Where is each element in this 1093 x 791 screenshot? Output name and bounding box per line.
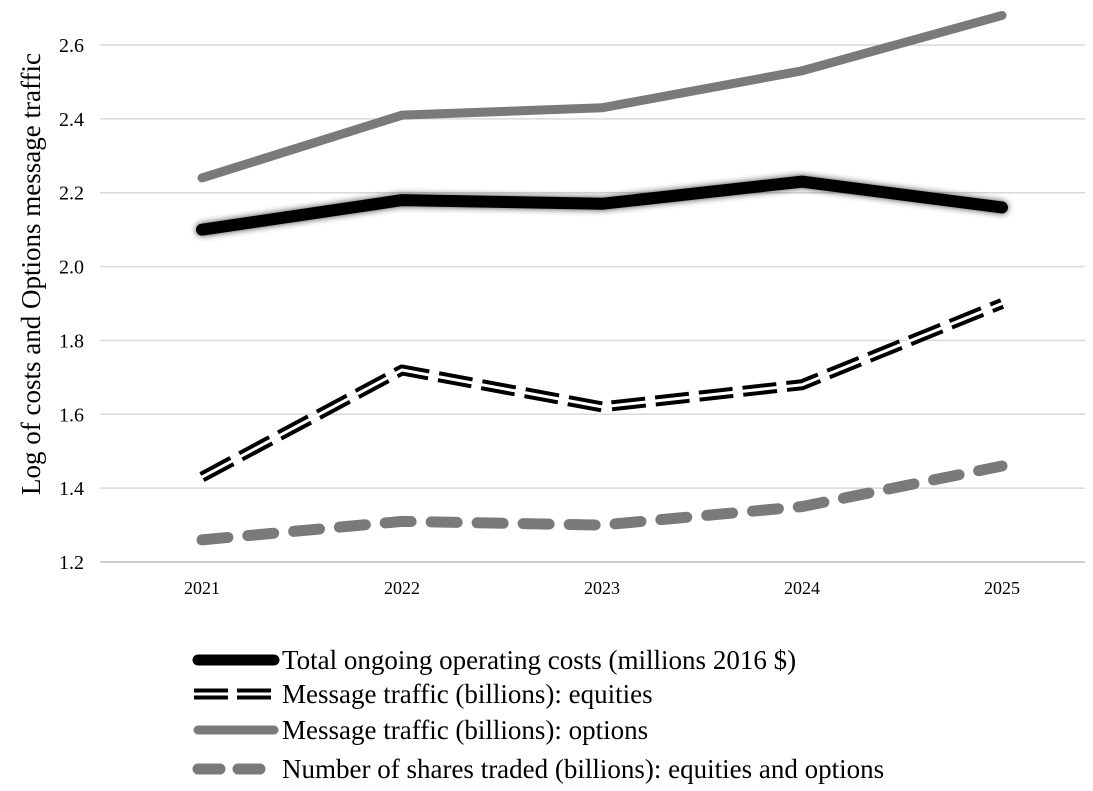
x-tick-label: 2025 xyxy=(984,578,1020,598)
legend-item: Total ongoing operating costs (millions … xyxy=(192,645,796,675)
series-line-3 xyxy=(197,10,1007,183)
data-point xyxy=(602,525,603,526)
legend-item: Number of shares traded (billions): equi… xyxy=(192,754,884,784)
legend-label: Total ongoing operating costs (millions … xyxy=(282,645,796,675)
legend-item: Message traffic (billions): equities xyxy=(194,679,653,709)
y-tick-label: 1.4 xyxy=(59,478,84,500)
x-tick-label: 2024 xyxy=(784,578,820,598)
series-line-2 xyxy=(199,298,1005,482)
legend-label: Message traffic (billions): equities xyxy=(282,679,653,709)
legend: Total ongoing operating costs (millions … xyxy=(192,645,884,784)
axes: 1.2 1.4 1.6 1.8 2.0 2.2 2.4 2.6 2021 2022 2023 2024… xyxy=(59,35,1085,598)
y-tick-label: 1.6 xyxy=(59,404,84,426)
series-lines xyxy=(196,10,1008,546)
y-tick-label: 1.8 xyxy=(59,330,84,352)
gridlines xyxy=(100,44,1085,489)
y-axis-label: Log of costs and Options message traffic xyxy=(16,53,46,495)
legend-label: Message traffic (billions): options xyxy=(282,715,648,745)
legend-label: Number of shares traded (billions): equi… xyxy=(282,754,884,784)
series-line-1 xyxy=(196,175,1008,236)
x-tick-label: 2023 xyxy=(584,578,620,598)
y-tick-label: 1.2 xyxy=(59,552,84,574)
x-tick-label: 2021 xyxy=(184,578,220,598)
y-tick-label: 2.4 xyxy=(59,109,84,131)
y-tick-label: 2.0 xyxy=(59,257,84,279)
y-tick-label: 2.2 xyxy=(59,183,84,205)
x-tick-label: 2022 xyxy=(384,578,420,598)
legend-item: Message traffic (billions): options xyxy=(193,715,648,745)
y-tick-label: 2.6 xyxy=(59,35,84,57)
series-line-4 xyxy=(196,460,1008,546)
